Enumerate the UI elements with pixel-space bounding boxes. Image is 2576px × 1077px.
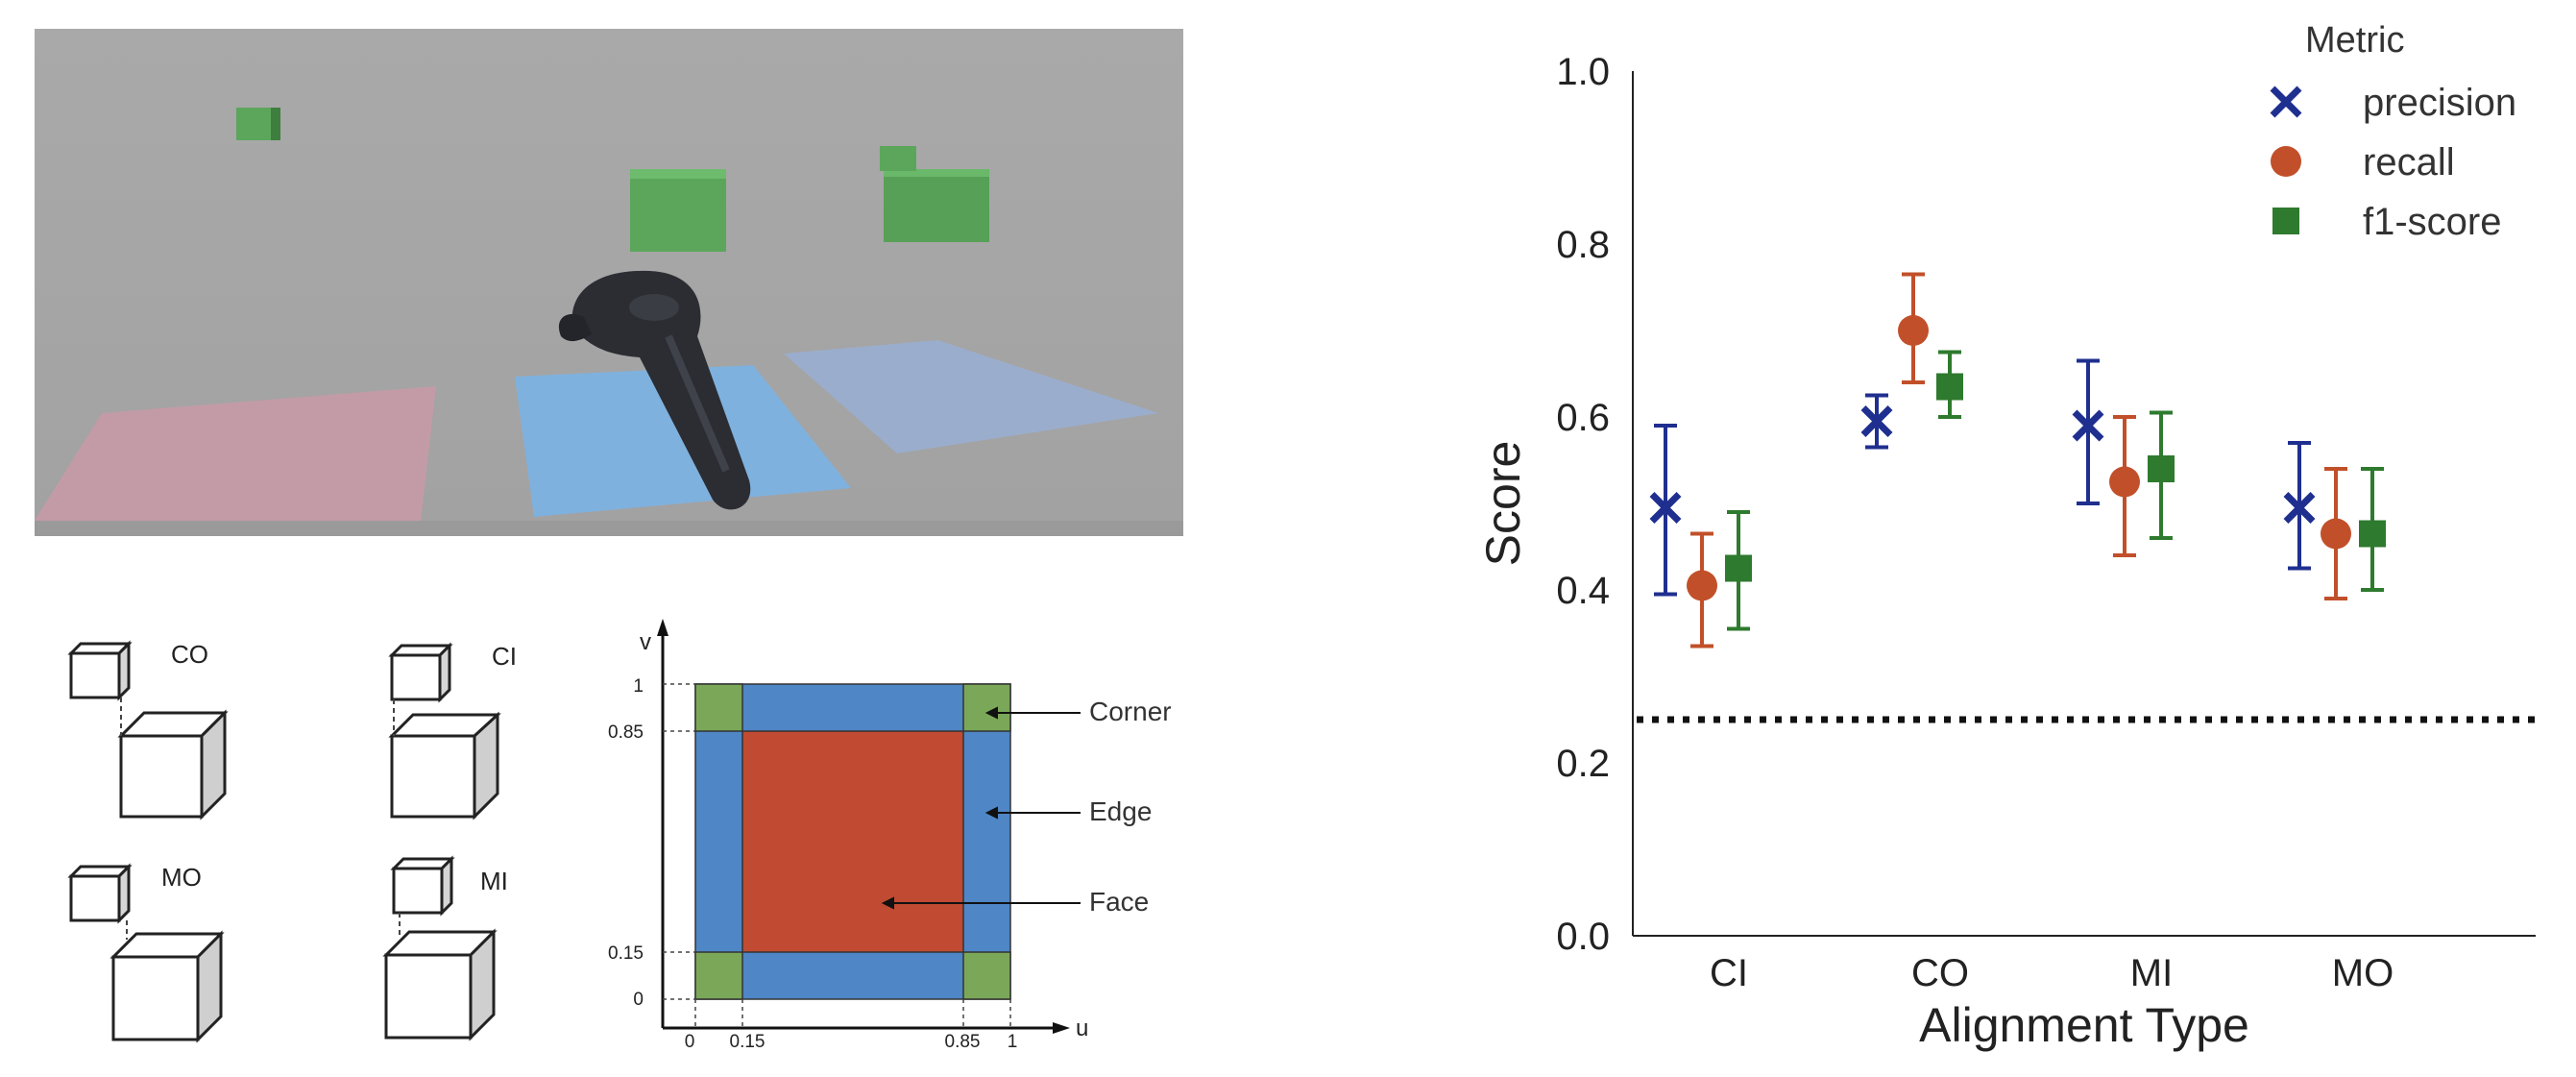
legend-label: f1-score (2363, 201, 2502, 243)
marker-circle (1687, 570, 1717, 601)
v-tick-085: 0.85 (608, 722, 644, 743)
u-tick-1: 1 (1008, 1032, 1018, 1047)
v-tick-1: 1 (633, 676, 644, 697)
green-cube-small (236, 108, 280, 140)
point-recall-CI (1687, 531, 1717, 649)
corner-region-tl (694, 683, 743, 732)
score-chart: 0.0 0.2 0.4 0.6 0.8 1.0 CI CO MI MO Score Alignm… (1460, 0, 2576, 1072)
face-region (741, 730, 964, 953)
y-tick-label: 0.4 (1556, 570, 1610, 612)
marker-x (1860, 405, 1893, 437)
legend-item-f1-score: f1-score (2272, 201, 2502, 243)
x-tick-label: CI (1710, 952, 1748, 994)
label-co: CO (171, 640, 208, 669)
label-mo: MO (161, 863, 202, 892)
marker-x (1649, 492, 1682, 524)
pink-target (35, 386, 436, 521)
point-precision-CO (1860, 393, 1893, 450)
legend-item-recall: recall (2271, 141, 2455, 184)
y-tick-label: 0.8 (1556, 224, 1610, 266)
marker-square (2148, 455, 2175, 482)
point-f1-score-CI (1725, 510, 1752, 631)
corner-region-br (962, 951, 1011, 1000)
x-axis-label: Alignment Type (1919, 998, 2249, 1052)
marker-circle (2271, 146, 2301, 177)
vr-scene-image (35, 29, 1183, 536)
v-tick-0: 0 (633, 990, 644, 1010)
marker-square (1936, 373, 1963, 401)
score-chart-svg: 0.0 0.2 0.4 0.6 0.8 1.0 CI CO MI MO Score Alignm… (1476, 20, 2536, 1052)
marker-circle (1898, 315, 1929, 346)
cube-diagram-co: CO (67, 640, 229, 820)
point-f1-score-MO (2359, 467, 2386, 592)
legend: Metric precision recall f1-score (2270, 20, 2516, 243)
uv-region-diagram: v u 1 0.85 0.15 0 0 0.15 0.85 1 (595, 615, 1210, 1052)
point-recall-MI (2109, 415, 2140, 557)
lavender-target (784, 340, 1158, 453)
point-recall-CO (1898, 272, 1929, 384)
u-tick-0: 0 (685, 1032, 695, 1047)
u-tick-085: 0.85 (945, 1032, 981, 1047)
data-marks (1649, 272, 2386, 649)
u-tick-015: 0.15 (730, 1032, 766, 1047)
vr-controller (558, 270, 751, 510)
y-tick-label: 0.6 (1556, 397, 1610, 439)
legend-label: precision (2363, 82, 2516, 124)
point-recall-MO (2321, 467, 2351, 600)
corner-region-tr (962, 683, 1011, 732)
y-tick-label: 1.0 (1556, 51, 1610, 93)
point-f1-score-CO (1936, 350, 1963, 419)
marker-circle (2321, 518, 2351, 550)
legend-title: Metric (2305, 20, 2404, 61)
point-precision-MO (2283, 441, 2316, 571)
y-axis: 0.0 0.2 0.4 0.6 0.8 1.0 (1556, 51, 1634, 958)
marker-square (1725, 554, 1752, 582)
marker-x (2072, 409, 2104, 442)
label-mi: MI (480, 867, 508, 895)
point-f1-score-MI (2148, 410, 2175, 540)
y-tick-label: 0.2 (1556, 743, 1610, 785)
v-tick-015: 0.15 (608, 943, 644, 964)
corner-label: Corner (1089, 697, 1172, 726)
v-axis-label: v (640, 629, 651, 655)
green-cube-right (880, 146, 989, 242)
point-precision-MI (2072, 358, 2104, 505)
x-tick-label: CO (1911, 952, 1969, 994)
alignment-cube-diagrams: CO CI MO (58, 615, 557, 1057)
cube-diagram-mi: MI (382, 855, 508, 1041)
x-tick-label: MO (2332, 952, 2394, 994)
point-precision-CI (1649, 424, 1682, 597)
cube-diagram-mo: MO (67, 863, 225, 1043)
x-tick-label: MI (2130, 952, 2173, 994)
y-tick-label: 0.0 (1556, 916, 1610, 958)
x-axis: CI CO MI MO (1633, 935, 2536, 994)
green-cube-center (630, 169, 726, 252)
marker-square (2359, 520, 2386, 548)
label-ci: CI (492, 642, 517, 671)
y-axis-label: Score (1476, 441, 1530, 567)
edge-label: Edge (1089, 796, 1152, 826)
cube-diagram-ci: CI (388, 642, 517, 820)
floor-edge (35, 521, 1183, 536)
legend-item-precision: precision (2270, 82, 2516, 124)
legend-label: recall (2363, 141, 2455, 184)
marker-x (2283, 492, 2316, 524)
marker-square (2272, 208, 2299, 234)
corner-region-bl (694, 951, 743, 1000)
marker-x (2270, 86, 2302, 118)
face-label: Face (1089, 887, 1149, 917)
marker-circle (2109, 466, 2140, 498)
u-axis-label: u (1076, 1016, 1088, 1041)
